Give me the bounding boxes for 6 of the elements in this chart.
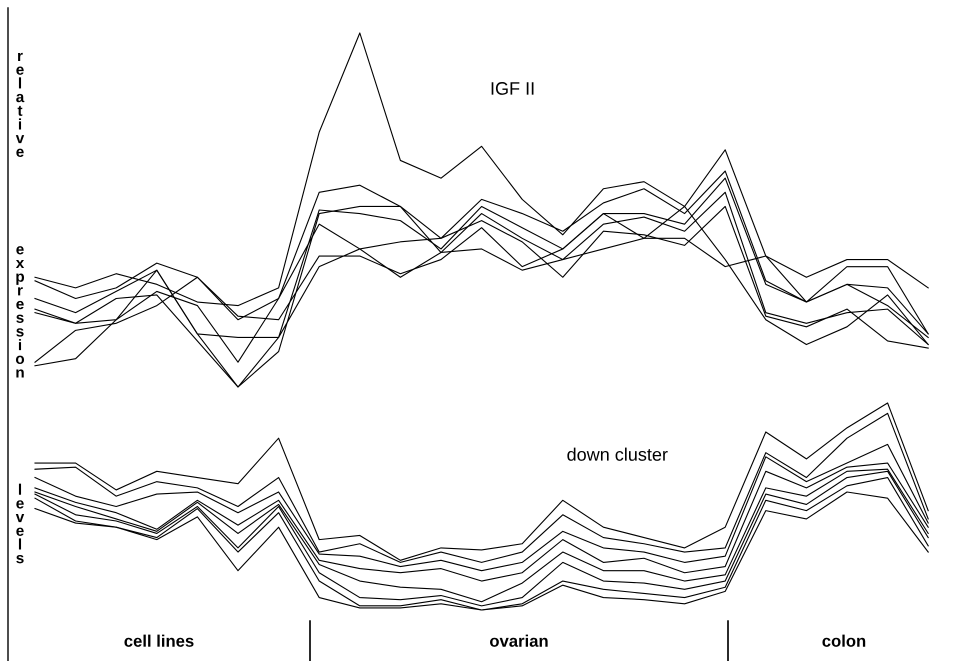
text: cell lines <box>124 634 194 647</box>
text: IGF II <box>492 82 534 95</box>
text: relative expression levels <box>16 52 24 564</box>
text: ovarian <box>490 634 548 647</box>
text: down cluster <box>567 448 668 461</box>
text: colon <box>822 634 866 647</box>
